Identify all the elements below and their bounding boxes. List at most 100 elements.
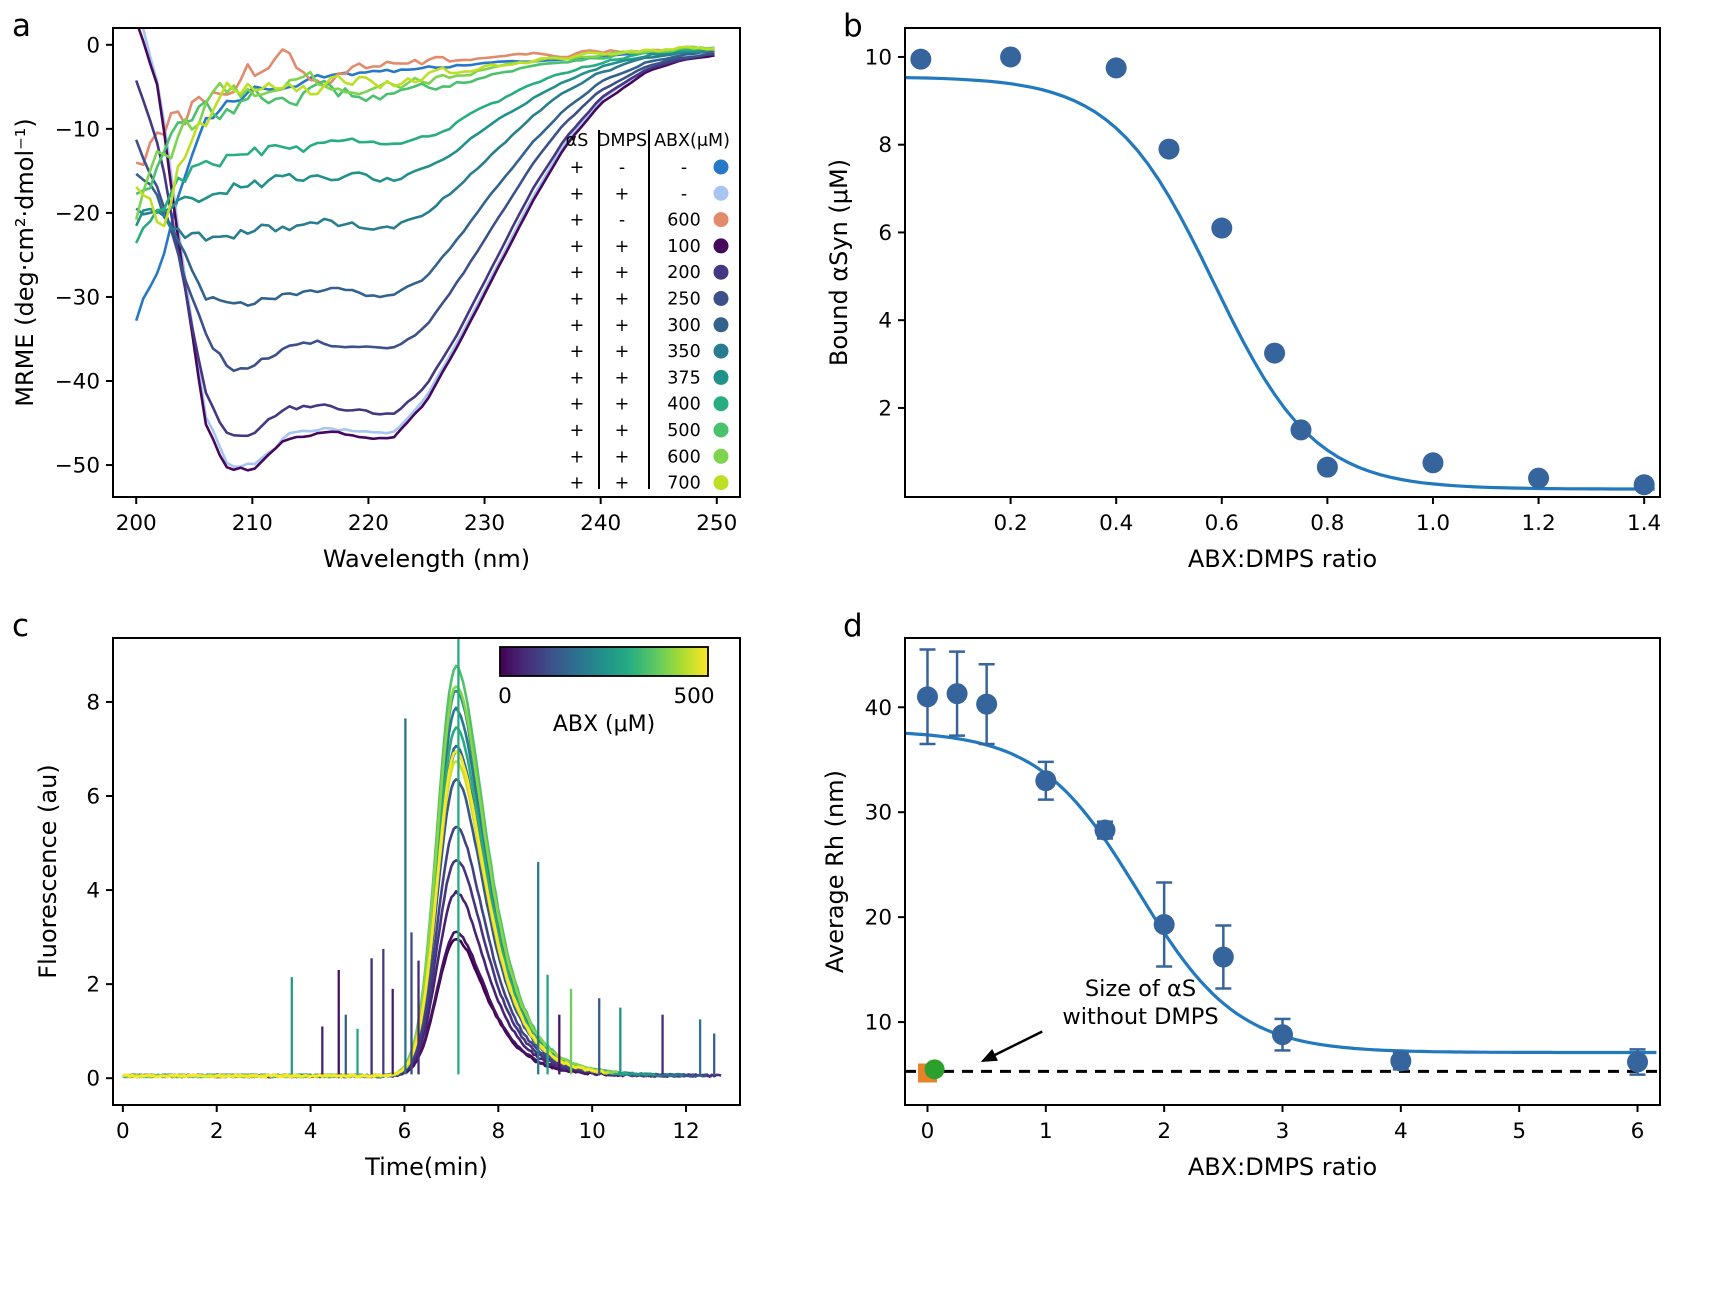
- data-point: [1290, 419, 1312, 441]
- legend-dmps-value: +: [615, 474, 630, 494]
- x-tick-label: 4: [1394, 1119, 1408, 1144]
- legend-as-value: +: [570, 342, 585, 362]
- data-point: [1035, 770, 1057, 792]
- legend-as-value: +: [570, 447, 585, 467]
- y-tick-label: 8: [86, 690, 100, 715]
- legend-dmps-value: +: [615, 184, 630, 204]
- x-tick-label: 2: [210, 1119, 224, 1144]
- legend-as-value: +: [570, 421, 585, 441]
- y-tick-label: 6: [878, 221, 892, 246]
- legend-abx-value: 250: [667, 290, 700, 310]
- data-point: [1212, 946, 1234, 968]
- legend-header-abx: ABX(μM): [654, 131, 730, 151]
- panel-b-frame: 0.2 0.4 0.6 0.8 1.0 1.2 1.4 2 4 6 8 10 ABX:DMPS rati…: [825, 27, 1661, 573]
- legend-header-as: αS: [566, 131, 589, 151]
- colorbar-min-label: 0: [498, 684, 512, 709]
- legend-as-value: +: [570, 237, 585, 257]
- panel-label-a: a: [12, 8, 31, 44]
- x-tick-label: 240: [580, 511, 621, 536]
- x-tick-label: 0.6: [1205, 511, 1239, 536]
- annotation-arrow-head: [980, 1049, 998, 1062]
- colorbar: 0 500 ABX (μM): [498, 646, 715, 737]
- x-tick-label: 2: [1157, 1119, 1171, 1144]
- legend-dmps-value: +: [615, 237, 630, 257]
- panel-d: 0 1 2 3 4 5 6 10 20 30 40 ABX:DMPS ratio Average Rh …: [821, 637, 1661, 1181]
- legend-dmps-value: +: [615, 316, 630, 336]
- chromatogram-4: [122, 825, 647, 1079]
- panel-a: 200 210 220 230 240 250 0 −10 −20 −30 −40 −50 Wavele…: [11, 27, 741, 573]
- legend-dot: [713, 264, 729, 280]
- legend-as-value: +: [570, 211, 585, 231]
- colorbar-gradient: [499, 646, 709, 677]
- y-tick-label: 8: [878, 133, 892, 158]
- data-point: [1094, 819, 1116, 841]
- x-tick-label: 6: [398, 1119, 412, 1144]
- panel-a-frame: 200 210 220 230 240 250 0 −10 −20 −30 −40 −50 Wavele…: [11, 27, 741, 573]
- panel-c-plot: [122, 638, 722, 1079]
- legend-dot: [713, 159, 729, 175]
- y-tick-label: 10: [865, 45, 892, 70]
- legend-dot: [713, 369, 729, 385]
- annotation-line-2: without DMPS: [1062, 1004, 1218, 1030]
- reference-circle-marker: [924, 1059, 945, 1080]
- panel-d-frame: 0 1 2 3 4 5 6 10 20 30 40 ABX:DMPS ratio Average Rh …: [821, 637, 1661, 1181]
- cd-spectrum-6: [135, 49, 715, 307]
- legend-dmps-value: +: [615, 342, 630, 362]
- y-tick-label: 4: [86, 879, 100, 904]
- legend-abx-value: 700: [667, 474, 700, 494]
- x-tick-label: 0: [921, 1119, 935, 1144]
- legend-abx-value: 400: [667, 395, 700, 415]
- data-point: [1422, 452, 1444, 474]
- y-tick-label: 0: [86, 33, 100, 58]
- legend-abx-value: 200: [667, 263, 700, 283]
- cd-spectrum-4: [134, 53, 715, 438]
- x-tick-label: 200: [116, 511, 157, 536]
- legend-as-value: +: [570, 263, 585, 283]
- legend-abx-value: 600: [667, 447, 700, 467]
- data-point: [1264, 342, 1286, 364]
- binding-fit-line: [905, 76, 1655, 491]
- cd-spectrum-9: [135, 47, 715, 244]
- legend-dmps-value: +: [615, 421, 630, 441]
- legend-abx-value: 375: [667, 368, 700, 388]
- x-tick-label: 220: [348, 511, 389, 536]
- y-tick-label: 2: [878, 396, 892, 421]
- panel-d-plot: [905, 648, 1660, 1083]
- cd-spectrum-8: [135, 47, 715, 227]
- y-axis-label: MRME (deg·cm²·dmol⁻¹): [11, 118, 39, 407]
- data-point: [916, 686, 938, 708]
- x-axis-label: ABX:DMPS ratio: [1188, 1153, 1377, 1181]
- x-tick-label: 10: [578, 1119, 605, 1144]
- y-tick-label: −40: [55, 370, 100, 395]
- x-tick-label: 1.4: [1627, 511, 1661, 536]
- legend-dmps-value: +: [615, 395, 630, 415]
- y-tick-label: 20: [865, 906, 892, 931]
- chromatogram-14: [122, 750, 605, 1079]
- y-tick-label: −10: [55, 117, 100, 142]
- cd-spectrum-10: [135, 45, 715, 196]
- chromatogram-11: [122, 664, 614, 1079]
- x-tick-label: 4: [304, 1119, 318, 1144]
- x-axis-label: ABX:DMPS ratio: [1188, 545, 1377, 573]
- legend: αS DMPS ABX(μM) + - - + + - + - 600 + +100 + +200 + +250 +…: [566, 130, 730, 494]
- data-point: [1627, 1051, 1649, 1073]
- legend-as-value: +: [570, 474, 585, 494]
- cd-spectrum-5: [134, 52, 715, 373]
- legend-abx-value: -: [681, 184, 687, 204]
- y-tick-label: 0: [86, 1067, 100, 1092]
- x-axis-label: Time(min): [364, 1153, 488, 1181]
- data-point: [1272, 1024, 1293, 1046]
- legend-as-value: +: [570, 316, 585, 336]
- x-tick-label: 250: [696, 511, 737, 536]
- annotation-line-1: Size of αS: [1085, 976, 1196, 1002]
- x-tick-label: 6: [1631, 1119, 1645, 1144]
- chromatogram-1: [122, 930, 675, 1079]
- x-tick-label: 1.2: [1521, 511, 1555, 536]
- legend-dot: [713, 448, 729, 464]
- legend-as-value: +: [570, 368, 585, 388]
- legend-abx-value: 600: [667, 211, 700, 231]
- legend-dmps-value: +: [615, 447, 630, 467]
